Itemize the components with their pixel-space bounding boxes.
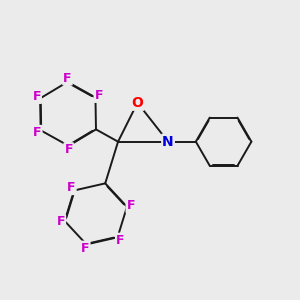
Text: F: F	[57, 215, 65, 228]
Text: F: F	[63, 72, 72, 85]
Text: F: F	[116, 234, 124, 247]
Text: F: F	[127, 200, 135, 212]
Text: N: N	[162, 135, 174, 149]
Text: F: F	[81, 242, 89, 255]
Text: O: O	[132, 96, 143, 110]
Text: F: F	[64, 143, 73, 156]
Text: F: F	[33, 126, 42, 139]
Text: F: F	[94, 89, 103, 102]
Text: F: F	[67, 181, 76, 194]
Text: F: F	[32, 90, 41, 103]
